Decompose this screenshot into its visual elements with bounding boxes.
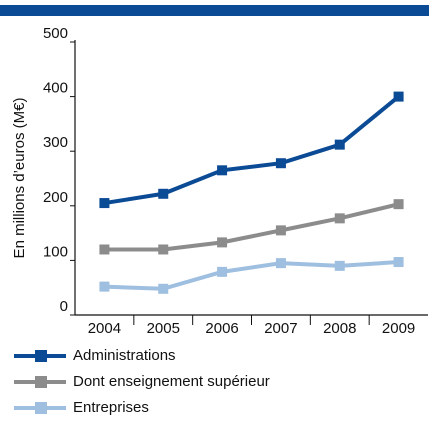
y-axis-label: En millions d’euros (M€) [11, 98, 28, 259]
x-tick-label: 2008 [323, 320, 356, 337]
point [158, 244, 169, 255]
x-tick-label: 2005 [147, 320, 180, 337]
x-tick-label: 2004 [88, 320, 121, 337]
point [158, 188, 169, 199]
legend-marker [35, 350, 47, 362]
point [217, 165, 228, 176]
point [275, 158, 286, 169]
y-tick-label: 300 [43, 134, 68, 151]
point [393, 91, 404, 102]
point [158, 283, 169, 294]
point [334, 260, 345, 271]
point [334, 213, 345, 224]
header-bar [0, 5, 429, 16]
point [275, 258, 286, 269]
y-tick-label: 500 [43, 25, 68, 42]
point [99, 281, 110, 292]
point [99, 198, 110, 209]
point [217, 237, 228, 248]
x-tick-label: 2009 [382, 320, 415, 337]
point [393, 199, 404, 210]
point [275, 225, 286, 236]
series-line [104, 202, 400, 252]
x-tick-label: 2006 [205, 320, 238, 337]
legend-label: Dont enseignement supérieur [73, 373, 270, 390]
point [334, 139, 345, 150]
y-tick-label: 0 [60, 298, 68, 315]
legend-label: Administrations [73, 347, 176, 364]
y-tick-label: 200 [43, 189, 68, 206]
point [99, 244, 110, 255]
point [217, 266, 228, 277]
y-tick-label: 100 [43, 243, 68, 260]
point [393, 257, 404, 268]
legend-marker [35, 376, 47, 388]
y-tick-label: 400 [43, 80, 68, 97]
x-tick-label: 2007 [264, 320, 297, 337]
series-line [104, 260, 399, 291]
series-line [104, 95, 400, 206]
legend-label: Entreprises [73, 399, 149, 416]
legend-marker [35, 402, 47, 414]
